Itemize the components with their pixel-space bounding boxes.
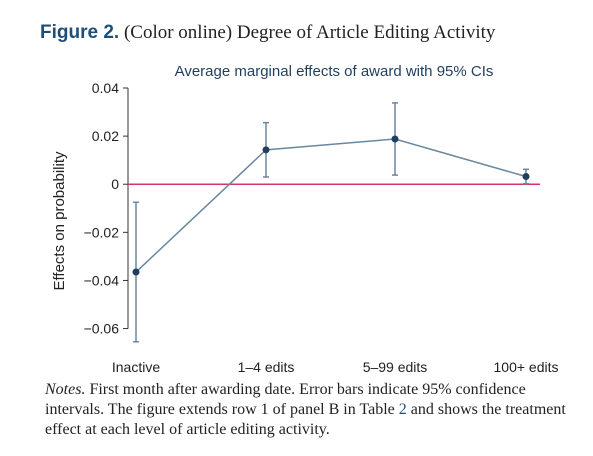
x-tick-label: 100+ edits <box>494 359 559 375</box>
figure-label: Figure 2. <box>40 22 120 43</box>
point-layer <box>132 135 530 276</box>
x-tick-label: 5–99 edits <box>363 359 428 375</box>
x-tick-label: Inactive <box>112 359 160 375</box>
figure-title: Figure 2. (Color online) Degree of Artic… <box>40 22 495 44</box>
notes-text-before: First month after awarding date. Error b… <box>45 381 526 418</box>
y-tick-label: 0 <box>111 176 119 192</box>
series-line <box>135 138 527 273</box>
line-chart: Average marginal effects of award with 9… <box>51 63 559 375</box>
figure-caption: (Color online) Degree of Article Editing… <box>123 22 496 43</box>
y-tick-label: 0.04 <box>92 80 119 96</box>
data-point <box>262 146 270 154</box>
notes-text-after: and shows the treatment effect at each l… <box>45 401 566 438</box>
figure-notes: Notes. First month after awarding date. … <box>45 380 570 440</box>
chart-title: Average marginal effects of award with 9… <box>175 63 494 80</box>
data-point <box>132 268 140 276</box>
y-tick-label: −0.02 <box>84 224 120 240</box>
series-line-layer <box>135 138 527 273</box>
y-axis-label: Effects on probability <box>51 151 68 290</box>
data-point <box>391 135 399 143</box>
axis-layer: 0.04 0.02 0 −0.02 −0.04 −0.06 Inactive 1–4 edit… <box>84 80 559 375</box>
x-tick-label: 1–4 edits <box>238 359 295 375</box>
y-tick-label: −0.06 <box>84 321 120 337</box>
y-tick-label: −0.04 <box>84 272 120 288</box>
table-reference-link[interactable]: 2 <box>398 401 407 418</box>
notes-label: Notes. <box>45 381 86 398</box>
y-tick-label: 0.02 <box>92 128 119 144</box>
error-bar-layer <box>133 102 529 343</box>
data-point <box>522 173 530 181</box>
